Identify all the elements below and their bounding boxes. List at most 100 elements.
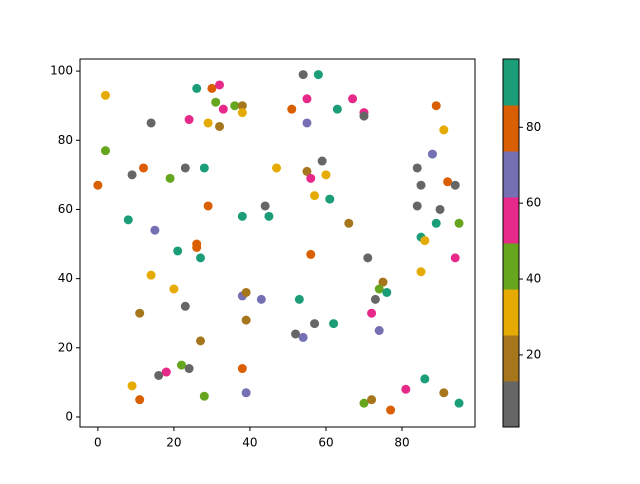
x-tick-label: 20 [166,436,181,450]
point [306,249,316,259]
point [100,90,110,100]
point [199,163,209,173]
point [192,242,202,252]
point [203,201,213,211]
point [287,104,297,114]
point [427,149,437,159]
point [302,94,312,104]
x-tick-label: 0 [94,436,102,450]
point [237,108,247,118]
point [313,70,323,80]
colorbar-segment [503,381,519,428]
point [344,218,354,228]
point [367,395,377,405]
y-tick-label: 40 [58,271,73,285]
point [211,97,221,107]
point [363,253,373,263]
point [412,163,422,173]
point [218,104,228,114]
point [100,146,110,156]
point [310,191,320,201]
point [378,277,388,287]
point [401,384,411,394]
point [450,180,460,190]
point [317,156,327,166]
point [386,405,396,415]
point [348,94,358,104]
point [230,101,240,111]
point [127,170,137,180]
point [382,287,392,297]
point [215,121,225,131]
point [241,388,251,398]
point [264,211,274,221]
point [127,381,137,391]
point [420,374,430,384]
colorbar-tick-label: 20 [526,347,541,361]
colorbar-tick-label: 60 [526,196,541,210]
point [329,319,339,329]
point [150,225,160,235]
point [192,83,202,93]
point [359,111,369,121]
point [196,336,206,346]
point [146,118,156,128]
point [412,201,422,211]
point [207,83,217,93]
point [310,319,320,329]
point [215,80,225,90]
colorbar-segment [503,335,519,382]
point [123,215,133,225]
point [237,211,247,221]
point [367,308,377,318]
colorbar-tick-label: 80 [526,120,541,134]
point [359,398,369,408]
point [173,246,183,256]
point [439,388,449,398]
point [177,360,187,370]
colorbar-segment [503,243,519,290]
colorbar-frame [502,58,520,428]
point [291,329,301,339]
point [370,294,380,304]
point [241,315,251,325]
point [135,308,145,318]
plot-frame [79,58,476,428]
point [374,326,384,336]
point [302,166,312,176]
colorbar-segment [503,289,519,336]
point [272,163,282,173]
point [180,163,190,173]
point [431,101,441,111]
point [135,395,145,405]
y-tick-label: 80 [58,133,73,147]
point [306,173,316,183]
colorbar-segment [503,197,519,244]
point [443,177,453,187]
y-tick-label: 100 [50,64,73,78]
point [302,118,312,128]
y-tick-label: 60 [58,202,73,216]
colorbar-tick-label: 40 [526,272,541,286]
colorbar-segment [503,59,519,106]
point [199,391,209,401]
point [431,218,441,228]
point [321,170,331,180]
point [454,218,464,228]
point [450,253,460,263]
point [184,115,194,125]
point [180,301,190,311]
point [332,104,342,114]
point [294,294,304,304]
point [416,267,426,277]
y-tick-label: 0 [65,409,73,423]
point [203,118,213,128]
y-tick-label: 20 [58,340,73,354]
x-tick-label: 40 [242,436,257,450]
point [260,201,270,211]
point [439,125,449,135]
point [325,194,335,204]
point [241,287,251,297]
